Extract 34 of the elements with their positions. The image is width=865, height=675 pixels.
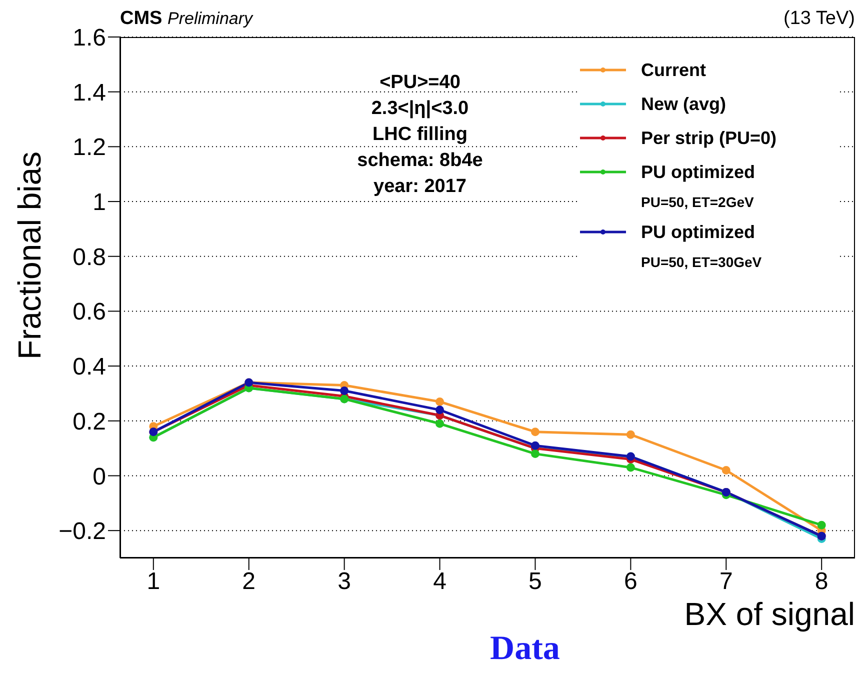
legend-label: Per strip (PU=0) bbox=[641, 128, 777, 148]
text: Data bbox=[490, 630, 560, 668]
x-tick-label: 4 bbox=[433, 568, 446, 596]
text: CMS bbox=[120, 8, 162, 29]
y-axis-title: Fractional bias bbox=[12, 151, 48, 360]
legend-label: PU optimized PU=50, ET=30GeV bbox=[641, 222, 763, 270]
annotation: LHC filling bbox=[372, 123, 468, 147]
y-tick-label: 1.6 bbox=[72, 24, 106, 52]
y-tick-label: 0.6 bbox=[72, 298, 106, 326]
y-tick-label: 0 bbox=[92, 463, 106, 490]
text: (13 TeV) bbox=[784, 8, 855, 30]
y-tick-label: 0.8 bbox=[72, 244, 106, 271]
annotation: schema: 8b4e bbox=[357, 149, 483, 173]
x-tick-label: 3 bbox=[338, 568, 351, 596]
legend-label: Current bbox=[641, 60, 706, 80]
y-tick-label: 1.4 bbox=[72, 79, 106, 106]
x-tick-label: 6 bbox=[624, 568, 638, 596]
annotation: 2.3<|η|<3.0 bbox=[370, 97, 470, 121]
x-tick-label: 1 bbox=[146, 568, 160, 596]
text: Preliminary bbox=[168, 9, 253, 28]
y-tick-label: 0.2 bbox=[72, 408, 106, 436]
annotation: <PU>=40 bbox=[378, 71, 462, 95]
x-tick-label: 7 bbox=[719, 568, 733, 596]
x-axis-title: BX of signal bbox=[684, 596, 855, 633]
x-tick-label: 5 bbox=[528, 568, 542, 596]
y-tick-label: 1.2 bbox=[72, 134, 106, 162]
y-tick-label: −0.2 bbox=[58, 518, 106, 546]
legend-label: PU optimized PU=50, ET=2GeV bbox=[641, 162, 756, 210]
annotation: year: 2017 bbox=[372, 175, 468, 199]
x-tick-label: 8 bbox=[814, 568, 828, 596]
y-tick-label: 1 bbox=[92, 189, 106, 216]
x-tick-label: 2 bbox=[242, 568, 256, 596]
y-tick-label: 0.4 bbox=[72, 354, 106, 381]
legend-label: New (avg) bbox=[641, 94, 726, 114]
